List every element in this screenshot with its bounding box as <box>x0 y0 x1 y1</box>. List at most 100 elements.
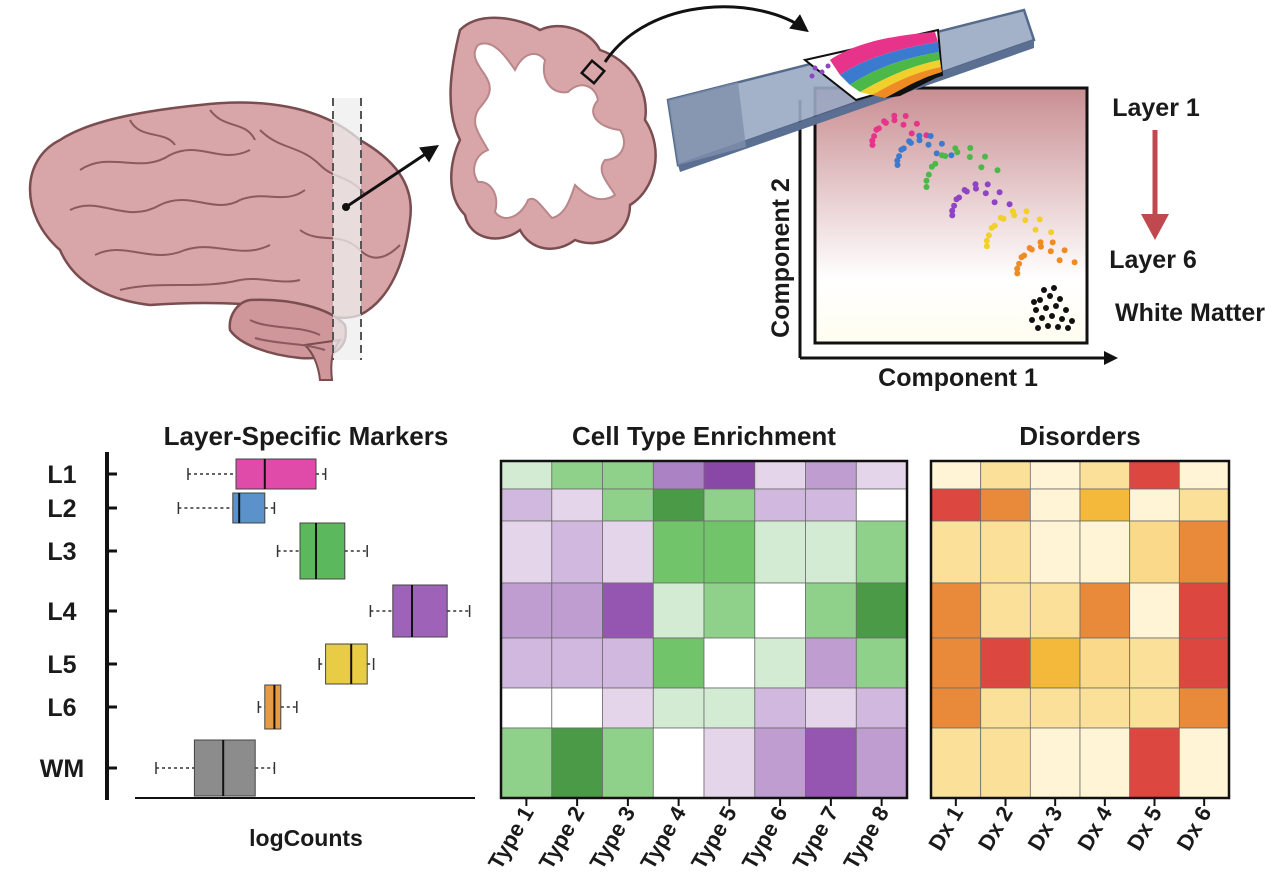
cluster-point <box>1045 323 1051 329</box>
arrow-to-section <box>345 145 439 209</box>
disorders-cell <box>1079 727 1131 799</box>
enrichment-cell <box>500 460 553 490</box>
row-label: L6 <box>47 694 76 722</box>
disorders-cell <box>930 460 982 490</box>
cluster-point <box>982 153 988 160</box>
section-slab <box>333 98 361 360</box>
box-iqr <box>264 684 282 730</box>
disorders-heatmap: Disorders Dx 1 Dx 2 Dx 3 Dx 4 Dx 5 Dx 6 <box>923 421 1231 855</box>
enrichment-column-label: Type 8 <box>838 802 894 873</box>
cluster-point <box>951 202 958 209</box>
cluster-5 <box>983 208 1055 250</box>
cluster-point <box>1043 305 1049 311</box>
disorders-cell <box>1129 687 1180 729</box>
cluster-point <box>900 145 907 152</box>
disorders-cell <box>930 687 982 729</box>
row-label: L1 <box>47 461 76 489</box>
disorders-cell <box>930 520 982 584</box>
enrichment-cell <box>703 637 756 689</box>
enrichment-cell <box>602 488 654 522</box>
cluster-point <box>1053 303 1059 309</box>
cluster-point <box>907 139 914 146</box>
row-label: WM <box>40 755 84 783</box>
enrichment-cell <box>703 460 756 490</box>
enrichment-cell <box>855 687 908 729</box>
disorders-cell <box>1029 727 1081 799</box>
disorders-cell <box>930 637 982 689</box>
enrichment-cell <box>551 582 603 639</box>
box-iqr <box>299 522 346 580</box>
slide-edge <box>678 40 1034 172</box>
cluster-point <box>1051 285 1057 291</box>
enrichment-cell <box>551 687 603 729</box>
enrichment-cell <box>703 582 756 639</box>
disorders-column-label: Dx 1 <box>923 802 968 855</box>
box-l1: L1 <box>47 458 327 490</box>
row-label: L5 <box>47 651 76 679</box>
enrichment-column-label: Type 7 <box>788 802 844 873</box>
cluster-7 <box>1029 285 1075 331</box>
cluster-point <box>1000 215 1007 222</box>
box-l2: L2 <box>47 492 276 524</box>
cluster-point <box>954 149 961 156</box>
cluster-point <box>923 177 930 184</box>
cluster-point <box>896 153 903 160</box>
disorders-cell <box>980 582 1031 639</box>
box-l3: L3 <box>47 522 368 580</box>
cluster-point <box>942 153 949 159</box>
cluster-point <box>966 154 973 160</box>
enrichment-cell <box>551 727 603 799</box>
enrichment-cell <box>855 582 908 639</box>
box-iqr <box>392 584 448 638</box>
cluster-point <box>1036 216 1043 223</box>
enrichment-cell <box>703 520 756 584</box>
cluster-point <box>1006 201 1013 208</box>
cluster-point <box>1071 259 1078 266</box>
cluster-point <box>1031 299 1037 305</box>
enrichment-cell <box>754 520 806 584</box>
component-1-label: Component 1 <box>878 364 1038 392</box>
cluster-point <box>949 207 956 214</box>
box-wm: WM <box>40 739 276 797</box>
enrichment-cell <box>652 687 705 729</box>
cluster-point <box>916 137 923 144</box>
enrichment-cell <box>551 460 603 490</box>
enrichment-cell <box>754 637 806 689</box>
disorders-cell <box>1029 460 1081 490</box>
enrichment-cell <box>805 460 857 490</box>
enrichment-column-label: Type 5 <box>686 802 742 873</box>
cluster-point <box>996 189 1003 196</box>
enrichment-column-label: Type 6 <box>737 802 793 873</box>
cluster-4 <box>949 181 1013 219</box>
cluster-point <box>1049 239 1056 246</box>
enrichment-cell <box>805 727 857 799</box>
layer-6-label: Layer 6 <box>1109 246 1197 274</box>
cluster-point <box>894 162 901 168</box>
component-2-label: Component 2 <box>767 178 795 338</box>
cluster-point <box>967 145 974 151</box>
cluster-point <box>869 142 876 148</box>
enrichment-cell <box>754 727 806 799</box>
layer-1-label: Layer 1 <box>1112 94 1200 122</box>
cluster-point <box>902 113 909 119</box>
disorders-frame <box>929 459 1231 800</box>
disorders-column-label: Dx 4 <box>1072 801 1117 854</box>
box-iqr <box>193 739 256 797</box>
section-white-matter <box>473 42 625 220</box>
cluster-point <box>900 121 907 128</box>
cluster-point <box>1038 243 1044 250</box>
cluster-point <box>869 137 876 144</box>
enrichment-cell <box>855 460 908 490</box>
cluster-1 <box>869 112 930 148</box>
disorders-cell <box>930 582 982 639</box>
enrichment-cell <box>855 520 908 584</box>
enrichment-frame <box>499 459 909 800</box>
enrichment-cell <box>652 460 705 490</box>
enrichment-cell <box>551 637 603 689</box>
enrichment-cell <box>754 687 806 729</box>
enrichment-cell <box>652 582 705 639</box>
tissue-layers <box>809 32 942 98</box>
cluster-point <box>983 237 990 244</box>
cluster-point <box>1057 296 1063 302</box>
